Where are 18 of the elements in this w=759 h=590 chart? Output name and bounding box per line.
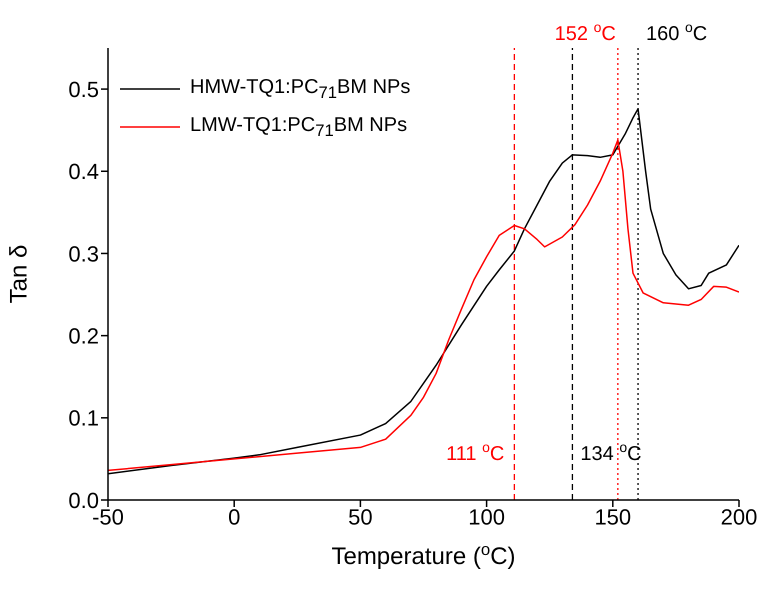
- legend-label: HMW-TQ1:PC$_{71}$BM NPs: [190, 76, 410, 102]
- y-tick-label: 0.2: [68, 323, 99, 348]
- y-axis-title: Tan δ: [6, 244, 33, 304]
- x-tick-label: 200: [720, 504, 758, 530]
- ref-line-label: 160 $^{o}$C: [646, 19, 708, 45]
- y-tick-label: 0.1: [68, 406, 99, 431]
- x-tick-label: 0: [228, 504, 240, 530]
- ref-line-label: 152 $^{o}$C: [554, 19, 616, 45]
- y-tick-label: 0.4: [68, 159, 99, 184]
- ref-line-label: 134 $^{o}$C: [580, 439, 642, 465]
- x-axis-title: Temperature ($^{o}$C): [331, 540, 516, 570]
- x-tick-label: 100: [468, 504, 505, 530]
- x-tick-label: 50: [348, 504, 373, 530]
- x-tick-label: 150: [594, 504, 632, 530]
- y-tick-label: 0.3: [68, 241, 99, 266]
- legend-label: LMW-TQ1:PC$_{71}$BM NPs: [190, 114, 408, 140]
- y-tick-label: 0.5: [68, 76, 99, 102]
- ref-line-label: 111 $^{o}$C: [446, 439, 504, 465]
